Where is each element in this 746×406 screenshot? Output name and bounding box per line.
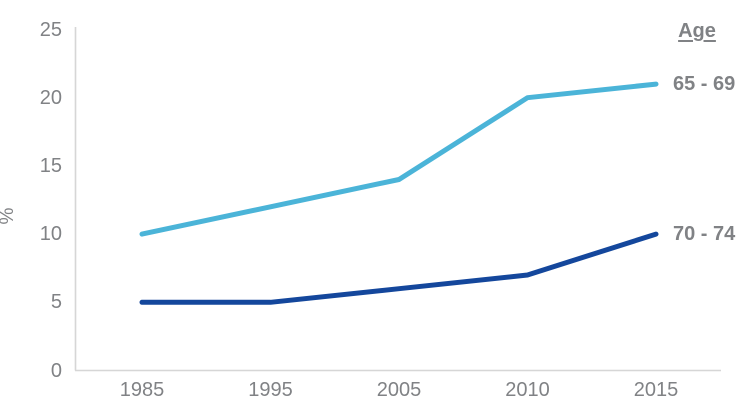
x-tick-2005: 2005: [376, 379, 422, 401]
y-tick-0: 0: [50, 360, 62, 382]
series-label-age-65-69: 65 - 69: [673, 73, 736, 95]
y-tick-10: 10: [39, 223, 62, 245]
series-line-0-age-65-69: [139, 81, 659, 237]
series-line-1-age-70-74: [139, 231, 659, 305]
y-tick-5: 5: [50, 291, 62, 313]
x-tick-1995: 1995: [248, 379, 293, 401]
legend-title: Age: [678, 20, 716, 42]
y-tick-25: 25: [39, 19, 62, 41]
series-label-age-70-74: 70 - 74: [673, 223, 736, 245]
x-tick-2015: 2015: [633, 379, 679, 401]
x-tick-2010: 2010: [505, 379, 550, 401]
x-tick-1985: 1985: [119, 379, 165, 401]
y-tick-20: 20: [39, 87, 62, 109]
y-axis-title: %: [0, 196, 20, 236]
y-tick-15: 15: [39, 155, 62, 177]
